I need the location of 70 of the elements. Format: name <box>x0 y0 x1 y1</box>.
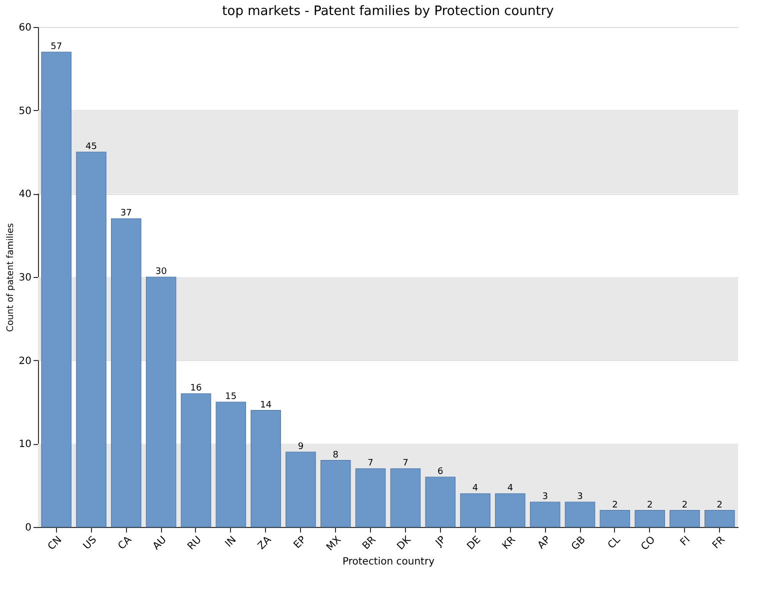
x-tick-label: US <box>82 534 100 552</box>
y-tick-label: 40 <box>18 189 32 200</box>
data-label: 57 <box>50 42 62 52</box>
data-label: 30 <box>155 267 168 277</box>
data-label: 6 <box>438 467 444 477</box>
y-axis-title: Count of patent families <box>6 222 16 332</box>
x-tick-label: EP <box>292 534 308 552</box>
bar <box>286 452 316 528</box>
y-tick-label: 30 <box>18 272 32 284</box>
x-tick-label: CA <box>116 534 134 552</box>
data-label: 37 <box>120 208 132 219</box>
bar <box>670 510 700 528</box>
data-label: 7 <box>368 458 374 469</box>
data-label: 2 <box>612 500 618 510</box>
bar <box>355 468 386 528</box>
data-label: 4 <box>472 484 478 494</box>
y-tick-label: 20 <box>18 356 32 367</box>
bar <box>460 493 490 528</box>
x-tick-label: ZA <box>256 534 274 552</box>
x-tick-label: JP <box>433 534 448 550</box>
y-tick-label: 10 <box>18 439 32 450</box>
bar <box>111 218 142 528</box>
data-label: 7 <box>402 458 408 469</box>
bar <box>180 393 212 528</box>
x-tick-label: KR <box>500 534 518 552</box>
x-tick-label: BR <box>360 534 378 552</box>
data-label: 2 <box>646 500 653 510</box>
bar <box>600 510 630 528</box>
x-axis-title: Protection country <box>342 556 435 568</box>
bar <box>704 510 735 528</box>
x-tick-label: DK <box>395 534 414 552</box>
bar <box>250 410 281 528</box>
x-tick-label: CO <box>639 534 658 553</box>
bar <box>216 402 246 528</box>
x-tick-label: GB <box>570 534 588 553</box>
data-label: 3 <box>577 492 583 502</box>
data-label: 3 <box>542 492 548 502</box>
bar <box>634 510 665 528</box>
x-tick-label: CL <box>606 534 624 552</box>
data-label: 2 <box>716 500 723 510</box>
x-tick-label: DE <box>465 534 484 552</box>
bar <box>530 502 560 528</box>
x-tick-label: RU <box>186 534 204 552</box>
y-tick-label: 50 <box>18 106 32 117</box>
y-tick-label: 0 <box>25 522 32 534</box>
bar <box>76 152 106 528</box>
data-label: 2 <box>682 500 688 510</box>
bar <box>320 460 351 528</box>
bar <box>146 276 176 528</box>
bar <box>564 502 596 528</box>
bar <box>495 493 526 528</box>
x-tick-label: MX <box>324 534 344 554</box>
bar <box>425 476 456 528</box>
data-label: 45 <box>86 142 97 152</box>
x-tick-label: FI <box>678 534 693 548</box>
x-tick-label: FR <box>710 534 728 552</box>
x-tick-label: IN <box>224 534 239 550</box>
bar <box>41 52 72 528</box>
chart-title: top markets - Patent families by Protection country <box>222 4 554 19</box>
y-tick-label: 60 <box>18 22 32 34</box>
data-label: 15 <box>225 392 237 402</box>
data-label: 9 <box>298 442 304 452</box>
x-tick-label: AU <box>151 534 169 552</box>
bar <box>390 468 421 528</box>
data-label: 8 <box>332 450 339 460</box>
x-tick-label: AP <box>536 534 553 552</box>
data-label: 14 <box>260 400 272 410</box>
data-label: 16 <box>190 384 202 394</box>
data-label: 4 <box>507 484 514 494</box>
x-tick-label: CN <box>46 534 64 553</box>
